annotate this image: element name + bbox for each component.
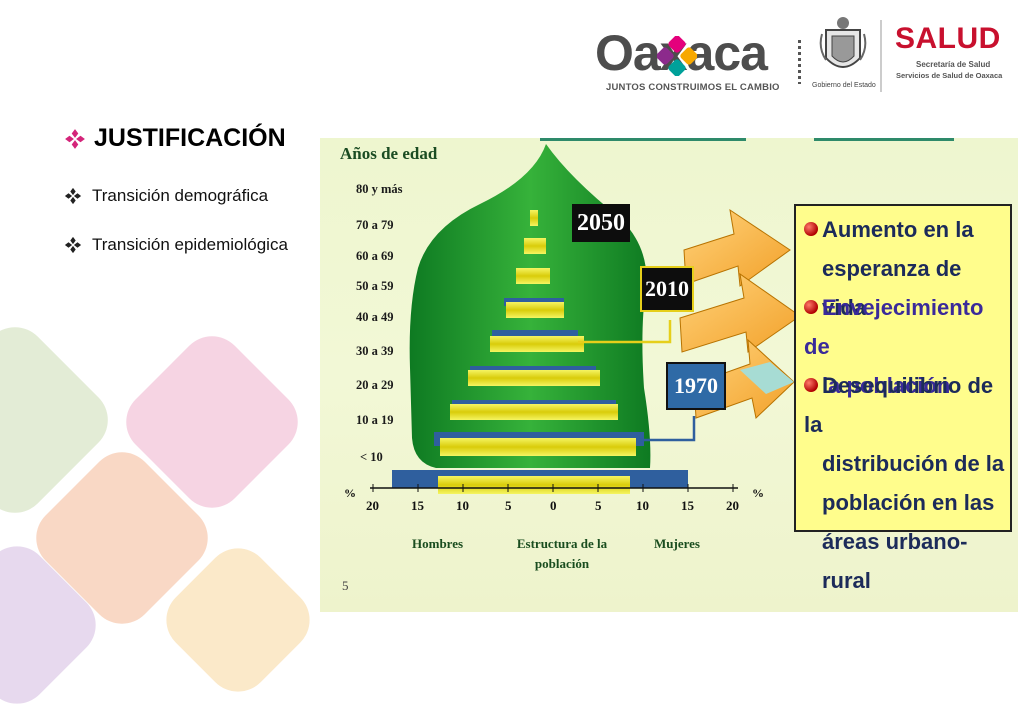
salud-title: SALUD xyxy=(895,22,1001,55)
diamond-cluster-icon xyxy=(65,128,85,149)
finding-line: distribución de la xyxy=(822,451,1005,476)
finding-line: áreas urbano-rural xyxy=(822,529,968,593)
estructura-line-2: población xyxy=(534,556,590,571)
finding-line: Aumento en la xyxy=(822,217,974,242)
y-axis-title: Años de edad xyxy=(340,144,438,163)
oaxaca-flower-icon xyxy=(657,36,697,76)
year-2050-box: 2050 xyxy=(572,204,630,242)
bullet-text: Transición epidemiológica xyxy=(92,235,288,254)
gobierno-label: Gobierno del Estado xyxy=(812,82,876,89)
age-label: 20 a 29 xyxy=(356,378,394,392)
age-label: < 10 xyxy=(360,450,383,464)
bullet-item: Transición epidemiológica xyxy=(64,235,288,255)
percent-label-right: % xyxy=(752,486,764,500)
age-label: 30 a 39 xyxy=(356,344,394,358)
bullet-item: Transición demográfica xyxy=(64,186,268,206)
finding-line: Desequilibrio de la xyxy=(804,373,994,437)
x-tick-label: 15 xyxy=(411,498,424,513)
figure-top-line xyxy=(540,138,746,141)
diamond-cluster-icon xyxy=(64,236,82,254)
x-tick-label: 5 xyxy=(595,498,602,513)
x-tick-label: 5 xyxy=(505,498,512,513)
finding-line: la población xyxy=(822,373,951,398)
age-label: 50 a 59 xyxy=(356,279,394,293)
x-tick-label: 20 xyxy=(366,498,379,513)
page-number: 5 xyxy=(342,578,349,593)
x-tick-label: 20 xyxy=(726,498,739,513)
x-tick-label: 10 xyxy=(636,498,649,513)
year-2010-box: 2010 xyxy=(640,266,694,312)
estructura-label: Estructura de la población xyxy=(516,536,608,572)
x-tick-label: 10 xyxy=(456,498,469,513)
salud-subtitle-1: Secretaría de Salud xyxy=(916,60,991,69)
finding-item: Desequilibrio de la distribución de la p… xyxy=(804,366,1008,600)
red-bullet-icon xyxy=(804,378,818,393)
percent-label-left: % xyxy=(344,486,356,500)
age-label: 70 a 79 xyxy=(356,218,394,232)
slide-title: JUSTIFICACIÓN xyxy=(94,124,286,152)
findings-box: Aumento en la esperanza de vida Envejeci… xyxy=(794,204,1012,593)
finding-line: población en las xyxy=(822,490,995,515)
diamond-cluster-icon xyxy=(64,187,82,205)
age-label: 60 a 69 xyxy=(356,249,394,263)
finding-item: Envejecimiento de la población xyxy=(804,288,1008,405)
population-pyramid-figure: Años de edad xyxy=(320,138,1018,612)
red-bullet-icon xyxy=(804,222,818,237)
age-label: 40 a 49 xyxy=(356,310,394,324)
state-shield-icon xyxy=(819,17,867,68)
finding-line: esperanza de vida xyxy=(822,256,962,320)
bullet-text: Transición demográfica xyxy=(92,186,269,205)
figure-top-line xyxy=(814,138,954,141)
finding-item: Aumento en la esperanza de vida xyxy=(804,210,1008,327)
slide-title-row: JUSTIFICACIÓN xyxy=(64,124,286,153)
hombres-label: Hombres xyxy=(412,536,464,551)
estructura-line-1: Estructura de la xyxy=(516,536,608,551)
x-tick-label: 15 xyxy=(681,498,694,513)
header-logos: Oaxaca JUNTOS CONSTRUIMOS EL CAMBIO Gobi… xyxy=(590,10,1010,100)
age-label: 80 y más xyxy=(356,182,403,196)
mujeres-label: Mujeres xyxy=(654,536,700,551)
red-bullet-icon xyxy=(804,300,818,315)
finding-line: Envejecimiento de xyxy=(804,295,984,359)
salud-subtitle-2: Servicios de Salud de Oaxaca xyxy=(896,71,1003,80)
header-divider xyxy=(880,20,882,92)
x-tick-label: 0 xyxy=(550,498,557,513)
age-label: 10 a 19 xyxy=(356,413,394,427)
oaxaca-slogan: JUNTOS CONSTRUIMOS EL CAMBIO xyxy=(606,82,780,93)
year-1970-box: 1970 xyxy=(666,362,726,410)
dotted-separator xyxy=(798,40,801,84)
